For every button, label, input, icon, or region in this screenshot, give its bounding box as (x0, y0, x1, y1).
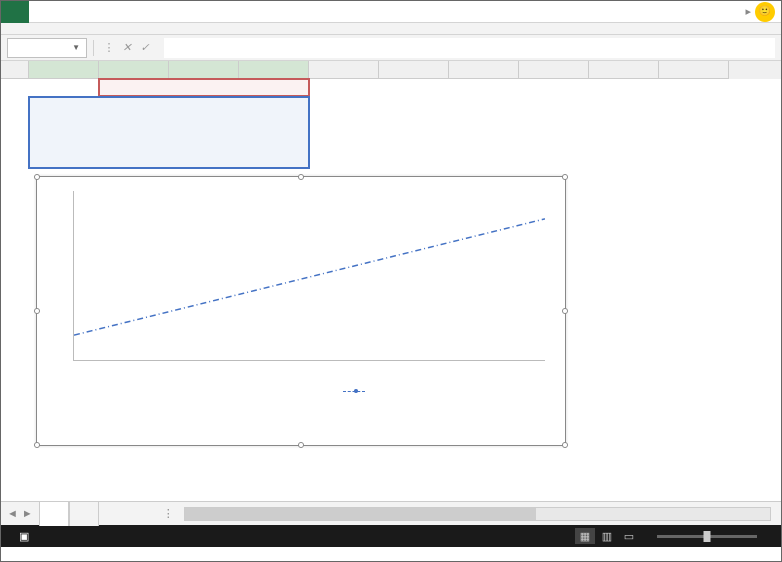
legend-series-2[interactable] (269, 387, 288, 395)
tab-developer[interactable] (197, 1, 221, 23)
chart-legend[interactable] (37, 379, 565, 399)
zoom-controls (649, 535, 773, 538)
name-box-dropdown-icon[interactable]: ▼ (72, 43, 80, 52)
tab-file[interactable] (1, 1, 29, 23)
enter-icon[interactable]: ✓ (136, 39, 154, 57)
col-header-j[interactable] (659, 61, 729, 79)
chart-handle-w[interactable] (34, 308, 40, 314)
horizontal-scrollbar[interactable] (184, 507, 771, 521)
select-all-corner[interactable] (1, 61, 29, 79)
legend-trendline[interactable] (343, 387, 370, 395)
view-normal-icon[interactable]: ▦ (575, 528, 595, 544)
chart-plot-area[interactable] (73, 191, 545, 361)
zoom-slider[interactable] (657, 535, 757, 538)
formula-more-icon[interactable]: ⋮ (100, 39, 118, 57)
col-header-a[interactable] (29, 61, 99, 79)
cancel-icon[interactable]: ✕ (118, 39, 136, 57)
column-headers (1, 61, 781, 79)
tab-split-icon[interactable]: ⋮ (163, 507, 174, 520)
col-header-i[interactable] (589, 61, 659, 79)
formula-input[interactable] (164, 38, 775, 58)
view-page-layout-icon[interactable]: ▥ (597, 528, 617, 544)
tab-team[interactable] (221, 1, 245, 23)
tab-view[interactable] (173, 1, 197, 23)
tab-page-layout[interactable] (77, 1, 101, 23)
view-page-break-icon[interactable]: ▭ (619, 528, 639, 544)
selection-headers (98, 78, 310, 97)
chart-handle-e[interactable] (562, 308, 568, 314)
ribbon-overflow-icon[interactable]: ▸ (745, 5, 751, 18)
ribbon-body (1, 23, 781, 35)
tab-formulas[interactable] (101, 1, 125, 23)
col-header-d[interactable] (239, 61, 309, 79)
tab-home[interactable] (29, 1, 53, 23)
sheet-nav[interactable]: ◄► (1, 508, 39, 520)
col-header-e[interactable] (309, 61, 379, 79)
trendline (74, 191, 545, 360)
legend-series-1[interactable] (232, 387, 251, 395)
name-box[interactable]: ▼ (7, 38, 87, 58)
sheet-tab-bar: ◄► ⋮ (1, 501, 781, 525)
col-header-f[interactable] (379, 61, 449, 79)
chart-handle-n[interactable] (298, 174, 304, 180)
ribbon-tabs: ▸ 🙂 (1, 1, 781, 23)
smiley-icon[interactable]: 🙂 (755, 2, 775, 22)
formula-bar: ▼ ⋮ ✕ ✓ (1, 35, 781, 61)
x-axis-labels (73, 365, 545, 379)
col-header-c[interactable] (169, 61, 239, 79)
chart-handle-s[interactable] (298, 442, 304, 448)
sheet-tab-eval[interactable] (69, 502, 99, 526)
selection-data (28, 96, 310, 169)
grid-area (1, 61, 781, 501)
chart-object[interactable] (36, 176, 566, 446)
col-header-b[interactable] (99, 61, 169, 79)
macro-record-icon[interactable]: ▣ (19, 530, 29, 543)
col-header-h[interactable] (519, 61, 589, 79)
legend-series-3[interactable] (306, 387, 325, 395)
chart-handle-nw[interactable] (34, 174, 40, 180)
tab-data[interactable] (125, 1, 149, 23)
tab-insert[interactable] (53, 1, 77, 23)
tab-review[interactable] (149, 1, 173, 23)
chart-handle-sw[interactable] (34, 442, 40, 448)
col-header-g[interactable] (449, 61, 519, 79)
chart-handle-ne[interactable] (562, 174, 568, 180)
chart-handle-se[interactable] (562, 442, 568, 448)
view-buttons: ▦ ▥ ▭ (575, 528, 639, 544)
status-bar: ▣ ▦ ▥ ▭ (1, 525, 781, 547)
sheet-tab-active[interactable] (39, 502, 69, 526)
